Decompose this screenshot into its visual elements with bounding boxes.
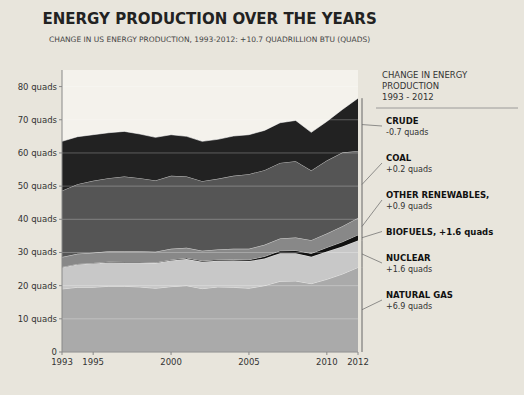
y-tick	[59, 152, 62, 153]
x-tick	[93, 352, 94, 355]
y-tick	[59, 219, 62, 220]
x-tick-label: 2012	[347, 357, 369, 367]
legend-label: OTHER RENEWABLES,	[386, 190, 489, 200]
x-tick	[358, 352, 359, 355]
x-tick-label: 1995	[82, 357, 104, 367]
grid-line	[62, 318, 358, 319]
x-tick-label: 1993	[51, 357, 73, 367]
legend-label: CRUDE	[386, 116, 419, 126]
title: ENERGY PRODUCTION OVER THE YEARS	[42, 10, 376, 28]
legend-note: +1.6 quads	[386, 265, 432, 274]
subtitle: CHANGE IN US ENERGY PRODUCTION, 1993-201…	[49, 35, 370, 44]
bracket-connector	[362, 254, 382, 263]
legend-separator	[376, 108, 518, 109]
legend-label: BIOFUELS, +1.6 quads	[386, 227, 493, 237]
y-tick-label: 80 quads	[18, 82, 58, 92]
grid-line	[62, 252, 358, 253]
bracket-connector	[362, 125, 382, 126]
legend-note: +0.2 quads	[386, 165, 432, 174]
x-tick-label: 2005	[238, 357, 260, 367]
x-axis	[62, 352, 358, 353]
legend-note: +6.9 quads	[386, 302, 432, 311]
y-tick	[59, 285, 62, 286]
x-tick	[248, 352, 249, 355]
bracket-connector	[362, 200, 382, 226]
y-tick-label: 30 quads	[18, 247, 58, 257]
y-tick-label: 10 quads	[18, 314, 58, 324]
grid-line	[62, 186, 358, 187]
y-tick-label: 50 quads	[18, 181, 58, 191]
x-tick	[171, 352, 172, 355]
bracket-connector	[362, 232, 382, 238]
y-tick-label: 40 quads	[18, 214, 58, 224]
bracket-connector	[362, 163, 382, 184]
legend-title-line: 1993 - 2012	[382, 92, 434, 102]
legend-title-line: PRODUCTION	[382, 81, 439, 91]
grid-line	[62, 152, 358, 153]
legend-note: +0.9 quads	[386, 202, 432, 211]
grid-line	[62, 352, 358, 353]
legend-title: CHANGE IN ENERGYPRODUCTION1993 - 2012	[382, 70, 468, 102]
legend-title-line: CHANGE IN ENERGY	[382, 70, 468, 80]
x-tick	[62, 352, 63, 355]
legend-note: -0.7 quads	[386, 128, 428, 137]
x-tick	[326, 352, 327, 355]
x-tick-label: 2010	[316, 357, 338, 367]
y-tick	[59, 252, 62, 253]
area-edge	[62, 98, 358, 141]
y-tick	[59, 318, 62, 319]
y-tick-label: 70 quads	[18, 115, 58, 125]
legend-label: NUCLEAR	[386, 253, 431, 263]
areas	[62, 98, 358, 352]
y-tick-label: 0	[52, 347, 57, 357]
grid	[62, 87, 358, 352]
y-axis	[62, 70, 63, 352]
legend-label: NATURAL GAS	[386, 290, 453, 300]
grid-line	[62, 285, 358, 286]
y-tick-label: 20 quads	[18, 281, 58, 291]
grid-line	[62, 119, 358, 120]
area	[62, 98, 358, 191]
y-tick	[59, 186, 62, 187]
plot-background	[62, 70, 358, 352]
legend-label: COAL	[386, 153, 412, 163]
y-tick-label: 60 quads	[18, 148, 58, 158]
bracket-connector	[362, 300, 382, 310]
grid-line	[62, 219, 358, 220]
y-tick	[59, 86, 62, 87]
x-tick-label: 2000	[160, 357, 182, 367]
legend: CHANGE IN ENERGYPRODUCTION1993 - 2012 CRU…	[376, 70, 518, 311]
y-tick	[59, 119, 62, 120]
grid-line	[62, 86, 358, 87]
chart: ENERGY PRODUCTION OVER THE YEARS CHANGE I…	[0, 0, 524, 395]
